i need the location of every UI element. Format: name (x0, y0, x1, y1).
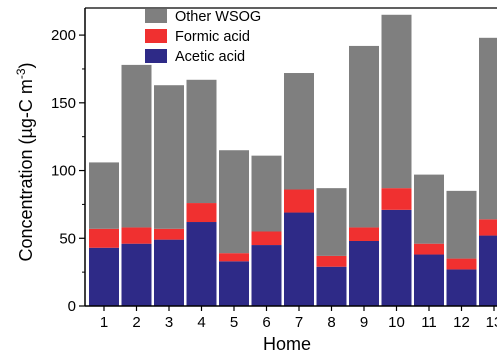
bar-formic-acid-home-9 (349, 227, 379, 241)
bar-formic-acid-home-13 (479, 219, 497, 236)
bar-other-wsog-home-1 (89, 162, 119, 229)
x-tick-label-7: 7 (295, 314, 303, 331)
x-tick-label-2: 2 (132, 314, 140, 331)
x-tick-label-6: 6 (262, 314, 270, 331)
bar-acetic-acid-home-9 (349, 240, 379, 306)
bar-formic-acid-home-8 (316, 255, 347, 267)
y-tick-label-200: 200 (51, 27, 76, 44)
x-axis-title: Home (263, 334, 311, 354)
bar-acetic-acid-home-2 (121, 243, 152, 306)
x-tick-label-11: 11 (421, 314, 437, 331)
bar-other-wsog-home-8 (316, 188, 347, 256)
bar-formic-acid-home-2 (121, 227, 152, 244)
y-tick-label-150: 150 (51, 95, 76, 112)
legend-swatch-formic-acid (145, 29, 167, 43)
x-tick-label-8: 8 (327, 314, 335, 331)
x-tick-label-5: 5 (230, 314, 238, 331)
bar-acetic-acid-home-3 (154, 239, 184, 306)
legend-swatch-other-wsog (145, 9, 167, 23)
x-tick-label-9: 9 (360, 314, 368, 331)
bar-other-wsog-home-7 (284, 73, 314, 190)
bar-acetic-acid-home-8 (316, 266, 347, 306)
legend-swatch-acetic-acid (145, 49, 167, 63)
bar-acetic-acid-home-5 (219, 261, 249, 306)
bar-other-wsog-home-5 (219, 150, 249, 254)
bar-acetic-acid-home-6 (251, 245, 282, 306)
x-tick-label-3: 3 (165, 314, 173, 331)
bar-other-wsog-home-12 (446, 190, 477, 259)
y-tick-label-50: 50 (59, 230, 76, 247)
bar-formic-acid-home-11 (414, 243, 444, 255)
bar-other-wsog-home-2 (121, 64, 152, 228)
bar-acetic-acid-home-7 (284, 212, 314, 306)
x-tick-label-10: 10 (388, 314, 405, 331)
x-tick-label-12: 12 (453, 314, 470, 331)
bar-other-wsog-home-9 (349, 45, 379, 228)
y-tick-label-100: 100 (51, 163, 76, 180)
legend-label-formic-acid: Formic acid (175, 29, 250, 45)
bar-acetic-acid-home-12 (446, 269, 477, 306)
legend-label-acetic-acid: Acetic acid (175, 49, 245, 65)
bar-other-wsog-home-13 (479, 37, 497, 220)
y-axis-title: Concentration (µg-C m-3) (14, 62, 36, 261)
legend-label-other-wsog: Other WSOG (175, 9, 261, 25)
bar-acetic-acid-home-1 (89, 247, 119, 306)
bar-formic-acid-home-5 (219, 253, 249, 262)
bar-other-wsog-home-11 (414, 174, 444, 244)
y-tick-label-0: 0 (68, 298, 76, 315)
bar-formic-acid-home-3 (154, 228, 184, 240)
bar-acetic-acid-home-10 (381, 209, 412, 306)
bar-acetic-acid-home-4 (186, 222, 217, 306)
bar-other-wsog-home-4 (186, 79, 217, 204)
x-tick-label-4: 4 (197, 314, 205, 331)
bar-formic-acid-home-7 (284, 189, 314, 213)
bar-formic-acid-home-1 (89, 228, 119, 248)
bar-formic-acid-home-10 (381, 188, 412, 210)
bar-acetic-acid-home-13 (479, 235, 497, 306)
x-tick-label-13: 13 (486, 314, 497, 331)
bar-formic-acid-home-4 (186, 203, 217, 223)
bar-other-wsog-home-3 (154, 85, 184, 229)
bar-other-wsog-home-10 (381, 14, 412, 189)
bar-formic-acid-home-6 (251, 231, 282, 246)
bar-formic-acid-home-12 (446, 258, 477, 270)
x-tick-label-1: 1 (100, 314, 108, 331)
bar-acetic-acid-home-11 (414, 254, 444, 306)
bar-other-wsog-home-6 (251, 155, 282, 232)
